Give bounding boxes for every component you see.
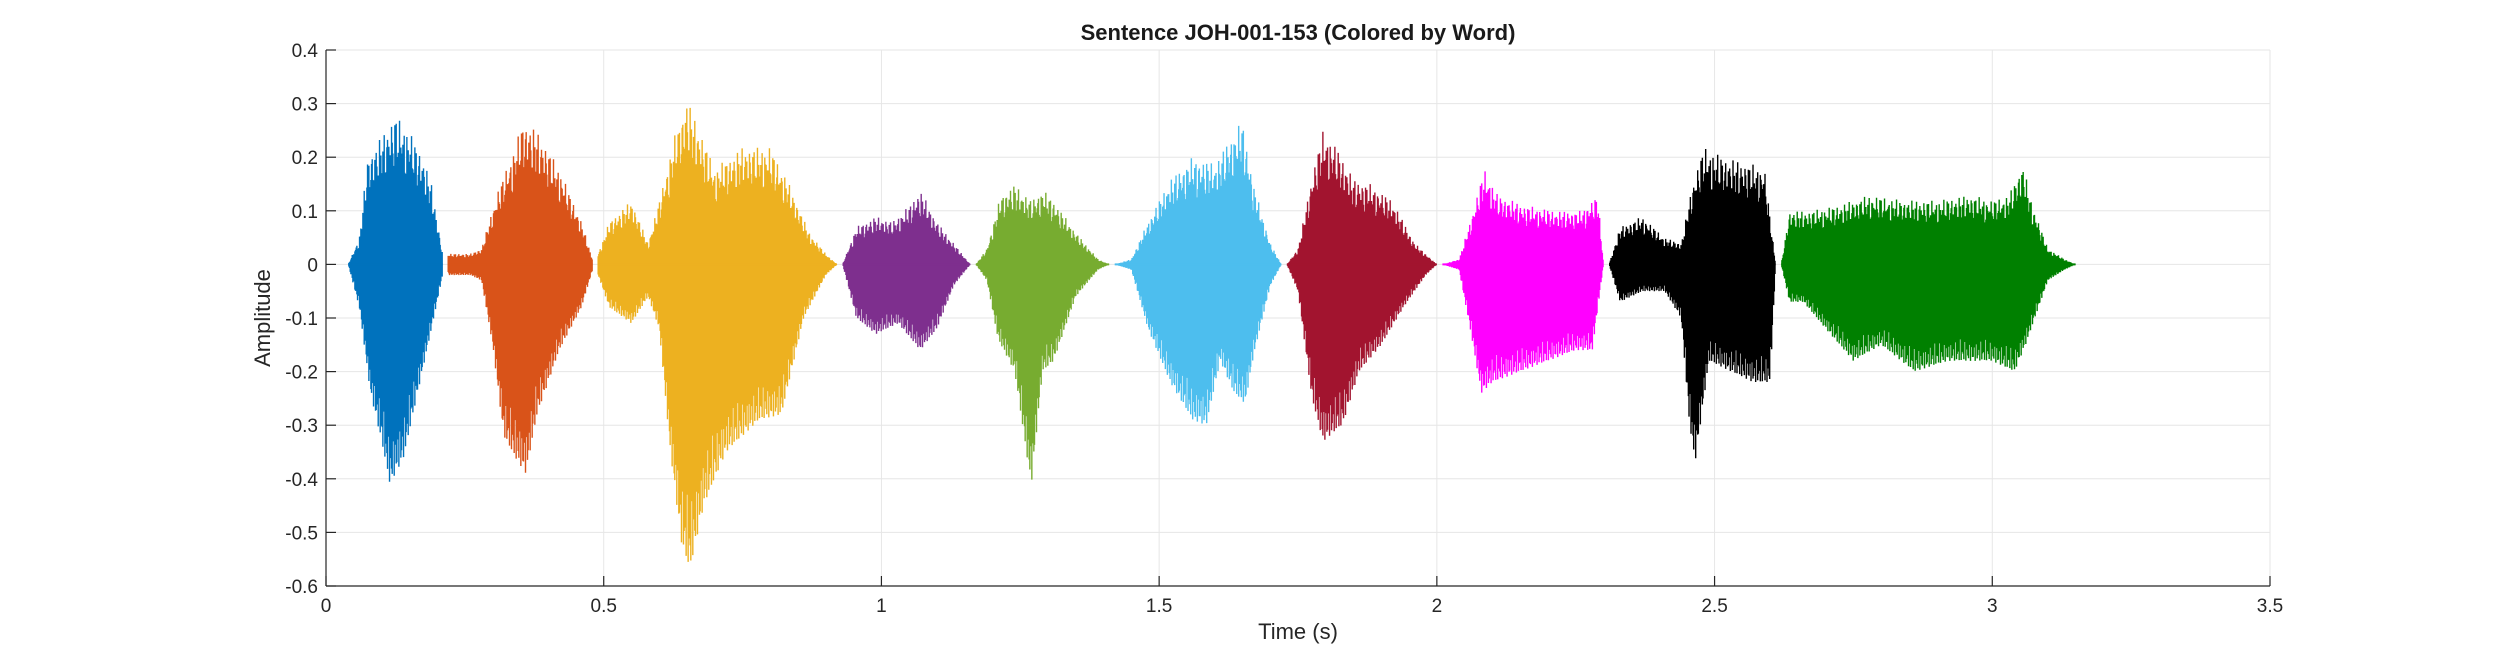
x-ticks: 0 0.5 1 1.5 2 2.5 3 3.5 (321, 576, 2283, 617)
chart-title: Sentence JOH-001-153 (Colored by Word) (1081, 20, 1516, 45)
y-ticks: -0.6 -0.5 -0.4 -0.3 -0.2 -0.1 0 0.1 0.2 0.3 0.4 (285, 41, 336, 598)
y-tick-label: -0.6 (285, 577, 318, 598)
y-tick-label: 0.2 (292, 148, 318, 169)
x-tick-label: 3 (1987, 596, 1998, 617)
y-tick-label: -0.3 (285, 416, 318, 437)
x-tick-label: 3.5 (2257, 596, 2283, 617)
x-tick-label: 1 (876, 596, 887, 617)
y-tick-label: 0.4 (292, 41, 319, 62)
x-tick-label: 2 (1432, 596, 1443, 617)
x-tick-label: 1.5 (1146, 596, 1172, 617)
y-axis-label: Amplitude (250, 269, 275, 367)
y-tick-label: 0.3 (292, 95, 318, 116)
y-tick-label: 0 (307, 255, 318, 276)
y-tick-label: -0.1 (285, 309, 318, 330)
x-tick-label: 2.5 (1701, 596, 1727, 617)
x-tick-label: 0.5 (591, 596, 617, 617)
y-tick-label: -0.4 (285, 470, 318, 491)
x-tick-label: 0 (321, 596, 332, 617)
x-axis-label: Time (s) (1258, 619, 1338, 644)
y-tick-label: 0.1 (292, 202, 318, 223)
waveform-series (348, 107, 2076, 562)
y-tick-label: -0.5 (285, 523, 318, 544)
y-tick-label: -0.2 (285, 363, 318, 384)
